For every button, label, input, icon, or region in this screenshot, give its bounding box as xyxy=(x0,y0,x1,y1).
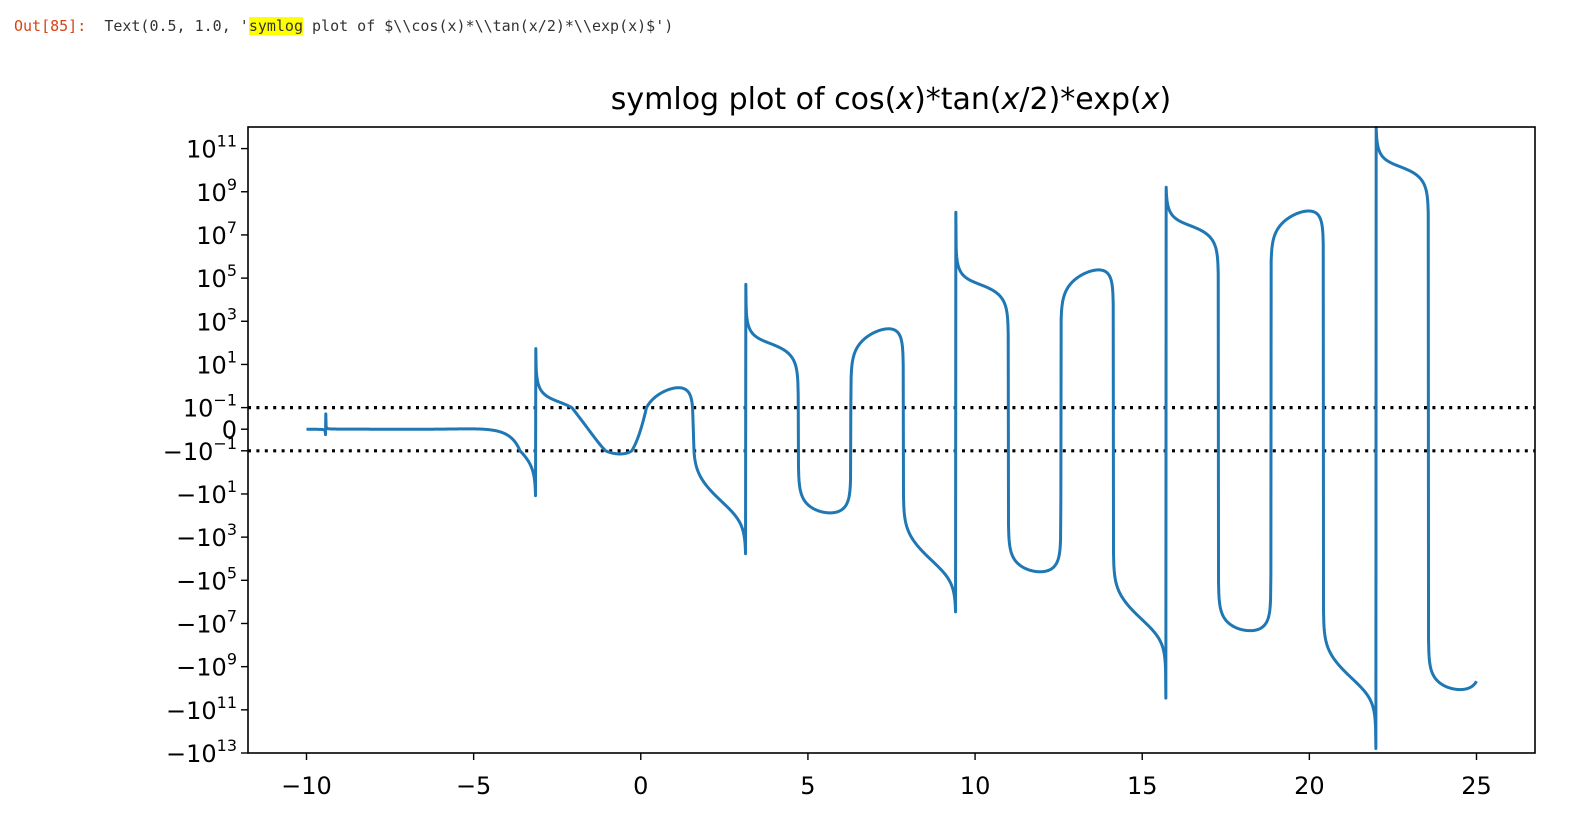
y-tick-label: −10−1 xyxy=(163,434,237,466)
y-tick-label: −107 xyxy=(176,606,237,638)
search-highlight: symlog xyxy=(248,17,303,35)
x-tick-label: 10 xyxy=(960,772,991,800)
y-tick-label: −103 xyxy=(176,520,237,552)
y-axis: 1011 109 107 105 103 101 10−10−10−1 −101 −103 −10… xyxy=(163,132,248,768)
output-text-before: Text(0.5, 1.0, ' xyxy=(104,17,249,35)
y-tick-label: 107 xyxy=(196,218,237,250)
y-tick-label: 109 xyxy=(196,175,237,207)
y-tick-label: 101 xyxy=(196,347,237,379)
x-axis: −10 −5 0 5 10 15 20 25 xyxy=(281,753,1492,800)
x-tick-label: 25 xyxy=(1461,772,1492,800)
y-tick-label: 103 xyxy=(196,304,237,336)
y-tick-label: 10−1 xyxy=(183,391,237,423)
x-tick-label: 15 xyxy=(1127,772,1158,800)
plot-area xyxy=(305,126,1478,750)
output-cell-text: Out[85]: Text(0.5, 1.0, 'symlog plot of … xyxy=(14,17,673,35)
y-tick-label: −1011 xyxy=(166,693,237,725)
x-tick-label: 20 xyxy=(1294,772,1325,800)
output-text-after: plot of $\\cos(x)*\\tan(x/2)*\\exp(x)$') xyxy=(303,17,674,35)
x-tick-label: −5 xyxy=(456,772,491,800)
y-tick-label: 1011 xyxy=(186,132,237,164)
y-tick-label: 0 xyxy=(222,416,237,444)
output-prompt: Out[85]: xyxy=(14,17,87,35)
axes-frame xyxy=(247,126,1536,754)
y-tick-label: −101 xyxy=(176,477,237,509)
y-tick-label: 105 xyxy=(196,261,237,293)
chart-title: symlog plot of cos(x)*tan(x/2)*exp(x) xyxy=(611,82,1171,117)
x-tick-label: 5 xyxy=(800,772,815,800)
y-tick-label: −109 xyxy=(176,650,237,682)
y-tick-label: −1013 xyxy=(166,736,237,768)
x-tick-label: −10 xyxy=(281,772,332,800)
x-tick-label: 0 xyxy=(633,772,648,800)
y-tick-label: −105 xyxy=(176,563,237,595)
series-line xyxy=(305,126,1478,750)
